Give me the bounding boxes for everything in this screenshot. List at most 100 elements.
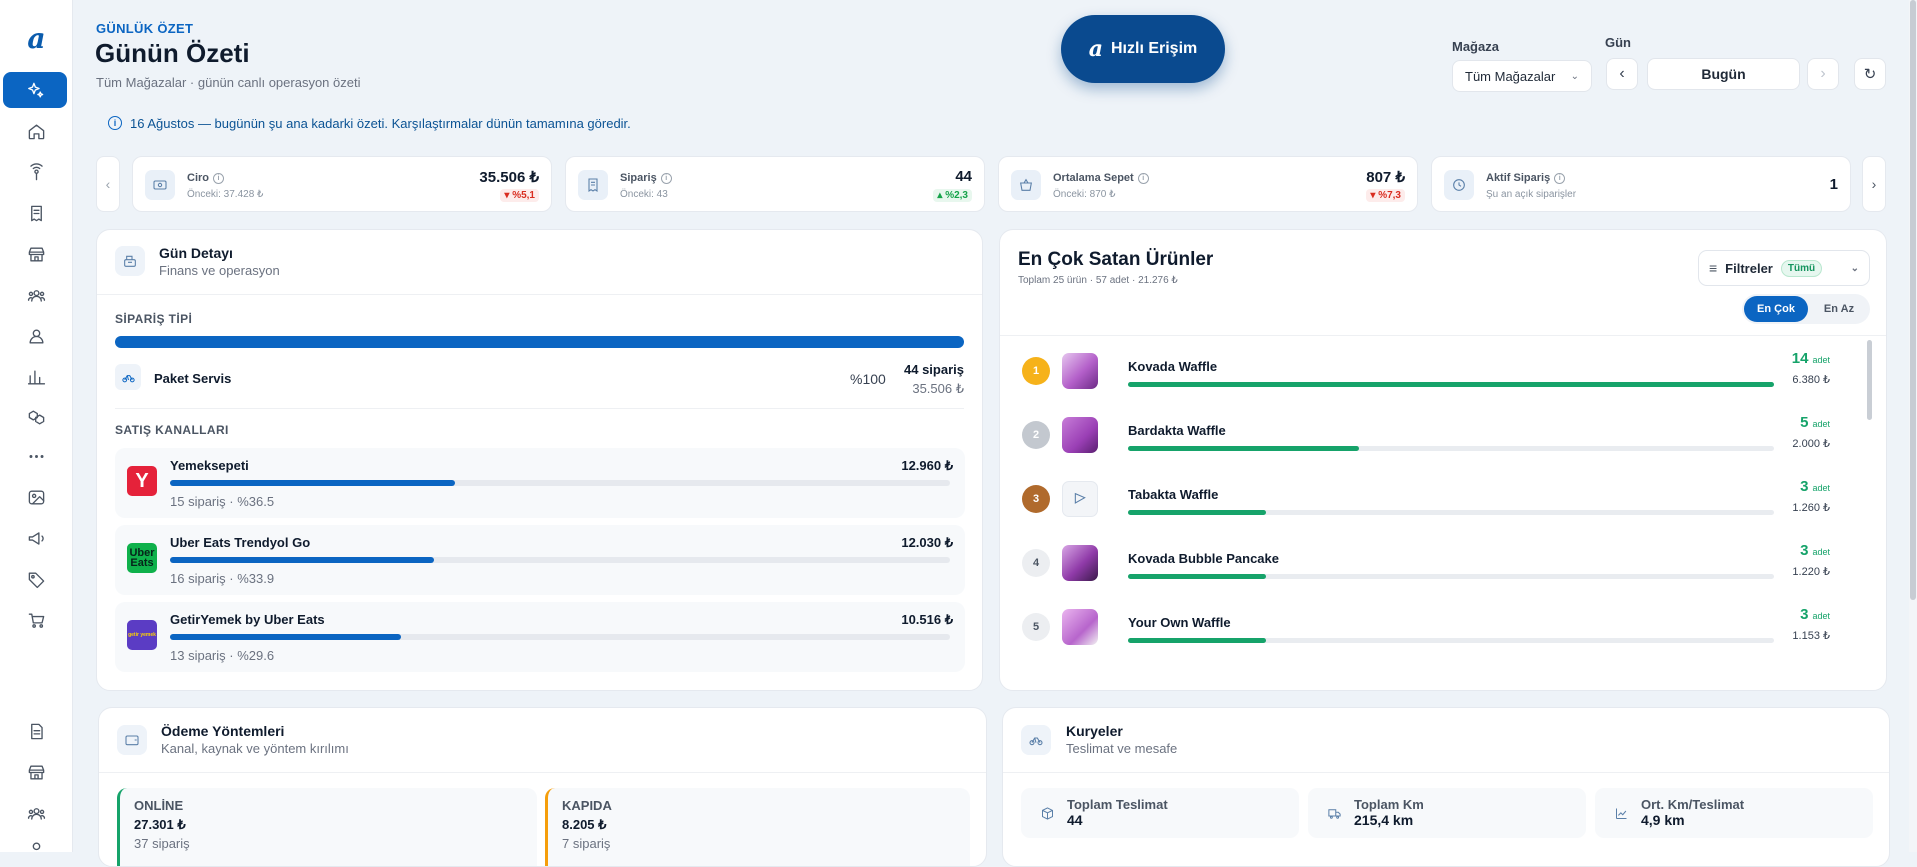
sidebar-item-stores[interactable] xyxy=(6,237,66,271)
sidebar-item-profile[interactable] xyxy=(6,832,66,866)
filter-badge: Tümü xyxy=(1780,259,1823,277)
kpi-previous: Önceki: 870 ₺ xyxy=(1053,189,1116,200)
couriers-card: Kuryeler Teslimat ve mesafe Toplam Tesli… xyxy=(1002,707,1890,867)
card-title: Gün Detayı xyxy=(159,245,233,261)
page-title: Günün Özeti xyxy=(95,38,250,68)
filters-button[interactable]: ≡ Filtreler Tümü ⌄ xyxy=(1698,250,1870,286)
product-share-bar xyxy=(1128,382,1774,387)
sidebar-item-reports[interactable] xyxy=(6,360,66,394)
quick-access-label: Hızlı Erişim xyxy=(1111,40,1198,57)
payment-count: 7 sipariş xyxy=(562,836,611,851)
divider xyxy=(115,408,964,409)
bicycle-icon xyxy=(1021,725,1051,755)
product-thumbnail xyxy=(1062,545,1098,581)
bicycle-icon xyxy=(115,364,141,390)
payment-value: 27.301 ₺ xyxy=(134,817,186,832)
product-revenue: 1.153 ₺ xyxy=(1792,630,1830,642)
page-scrollbar-thumb[interactable] xyxy=(1910,0,1916,600)
receipt-icon xyxy=(578,170,608,200)
kpi-title: Sipariş i xyxy=(620,172,672,184)
channel-amount: 12.960 ₺ xyxy=(901,458,953,473)
sidebar-item-cart[interactable] xyxy=(6,603,66,637)
refresh-icon: ↻ xyxy=(1863,66,1877,83)
info-icon: i xyxy=(108,116,122,130)
refresh-button[interactable]: ↻ xyxy=(1854,58,1886,90)
chevron-right-icon: › xyxy=(1871,176,1877,192)
list-scrollbar[interactable] xyxy=(1867,340,1872,420)
rank-badge: 1 xyxy=(1022,357,1050,385)
product-name: Bardakta Waffle xyxy=(1128,423,1226,438)
sort-least-button[interactable]: En Az xyxy=(1823,303,1855,315)
product-name: Kovada Bubble Pancake xyxy=(1128,551,1279,566)
order-type-orders: 44 sipariş xyxy=(904,362,964,377)
product-row[interactable]: 5 Your Own Waffle 3 adet 1.153 ₺ xyxy=(1018,598,1848,658)
store-label: Mağaza xyxy=(1452,39,1499,54)
product-row[interactable]: 4 Kovada Bubble Pancake 3 adet 1.220 ₺ xyxy=(1018,534,1848,594)
product-revenue: 2.000 ₺ xyxy=(1792,438,1830,450)
chevron-right-icon: › xyxy=(1820,65,1826,82)
kpi-card-orders: Sipariş i Önceki: 43 44 ▴ %2,3 xyxy=(565,156,985,212)
channel-detail: 13 sipariş · %29.6 xyxy=(170,648,275,663)
sidebar-item-coupons[interactable] xyxy=(6,562,66,596)
chevron-down-icon: ⌄ xyxy=(1570,70,1579,82)
product-share-bar xyxy=(1128,510,1267,515)
sidebar-item-teams[interactable] xyxy=(6,796,66,830)
app-logo[interactable]: a xyxy=(27,22,46,55)
page-subtitle: Tüm Mağazalar · günün canlı operasyon öz… xyxy=(96,75,361,90)
product-row[interactable]: 2 Bardakta Waffle 5 adet 2.000 ₺ xyxy=(1018,406,1848,466)
product-name: Kovada Waffle xyxy=(1128,359,1218,374)
sidebar-item-home[interactable] xyxy=(6,114,66,148)
product-row[interactable]: 3 Tabakta Waffle 3 adet 1.260 ₺ xyxy=(1018,470,1848,530)
next-day-button[interactable]: › xyxy=(1807,58,1839,90)
sidebar-item-products[interactable] xyxy=(6,400,66,434)
channel-row[interactable]: getir yemek GetirYemek by Uber Eats 10.5… xyxy=(115,602,965,672)
sidebar-item-customers[interactable] xyxy=(6,319,66,353)
sidebar-item-more[interactable] xyxy=(6,439,66,473)
sidebar-item-orders[interactable] xyxy=(6,196,66,230)
channel-share-bar xyxy=(170,480,455,486)
channel-track xyxy=(170,480,950,486)
kpi-prev-button[interactable]: ‹ xyxy=(96,156,120,212)
stat-value: 215,4 km xyxy=(1354,812,1414,828)
channel-share-bar xyxy=(170,634,401,640)
sidebar-item-branches[interactable] xyxy=(6,755,66,789)
megaphone-icon xyxy=(28,531,44,545)
channel-row[interactable]: Uber Eats Uber Eats Trendyol Go 12.030 ₺… xyxy=(115,525,965,595)
info-text: 16 Ağustos — bugünün şu ana kadarki özet… xyxy=(130,115,631,131)
store-select[interactable]: Tüm Mağazalar ⌄ xyxy=(1452,60,1592,92)
sort-most-button[interactable]: En Çok xyxy=(1744,296,1808,322)
product-share-bar xyxy=(1128,574,1267,579)
sidebar-item-media[interactable] xyxy=(6,480,66,514)
rank-badge: 4 xyxy=(1022,549,1050,577)
channel-row[interactable]: Y Yemeksepeti 12.960 ₺ 15 sipariş · %36.… xyxy=(115,448,965,518)
yemeksepeti-logo: Y xyxy=(127,466,157,496)
team-icon xyxy=(27,807,45,820)
sidebar-item-live[interactable] xyxy=(6,155,66,189)
product-qty: 5 adet xyxy=(1800,414,1830,431)
stat-total-km: Toplam Km 215,4 km xyxy=(1308,788,1586,838)
filter-icon: ≡ xyxy=(1709,260,1718,276)
payment-count: 37 sipariş xyxy=(134,836,190,851)
register-icon xyxy=(115,246,145,276)
quick-access-button[interactable]: a Hızlı Erişim xyxy=(1061,15,1225,83)
kpi-title: Aktif Sipariş i xyxy=(1486,172,1566,184)
trend-icon xyxy=(1611,803,1631,823)
page-scrollbar[interactable] xyxy=(1909,0,1917,852)
user-icon xyxy=(32,841,40,850)
sidebar-item-documents[interactable] xyxy=(6,714,66,748)
previous-day-button[interactable]: ‹ xyxy=(1606,58,1638,90)
divider xyxy=(1000,335,1886,336)
product-row[interactable]: 1 Kovada Waffle 14 adet 6.380 ₺ xyxy=(1018,342,1848,402)
info-banner: i 16 Ağustos — bugünün şu ana kadarki öz… xyxy=(96,110,996,136)
sparkles-icon xyxy=(27,82,43,98)
channel-amount: 12.030 ₺ xyxy=(901,535,953,550)
day-selector[interactable]: Bugün xyxy=(1647,58,1800,90)
kpi-delta: ▾ %5,1 xyxy=(500,189,539,202)
sidebar-item-campaigns[interactable] xyxy=(6,521,66,555)
sidebar-item-staff[interactable] xyxy=(6,278,66,312)
sidebar-item-daily-summary[interactable] xyxy=(3,72,67,108)
user-icon xyxy=(28,328,44,344)
info-icon: i xyxy=(1137,172,1149,184)
kpi-next-button[interactable]: › xyxy=(1862,156,1886,212)
tag-icon xyxy=(28,571,44,588)
